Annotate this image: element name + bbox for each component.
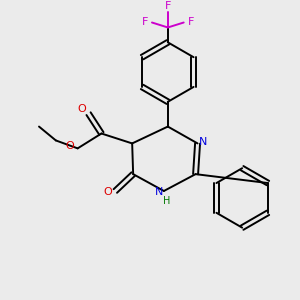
Text: O: O [65,141,74,152]
Text: O: O [103,187,112,197]
Text: N: N [199,137,208,147]
Text: O: O [77,104,86,114]
Text: N: N [155,187,163,197]
Text: H: H [163,196,170,206]
Text: F: F [142,16,148,26]
Text: F: F [165,1,171,11]
Text: F: F [188,16,194,26]
